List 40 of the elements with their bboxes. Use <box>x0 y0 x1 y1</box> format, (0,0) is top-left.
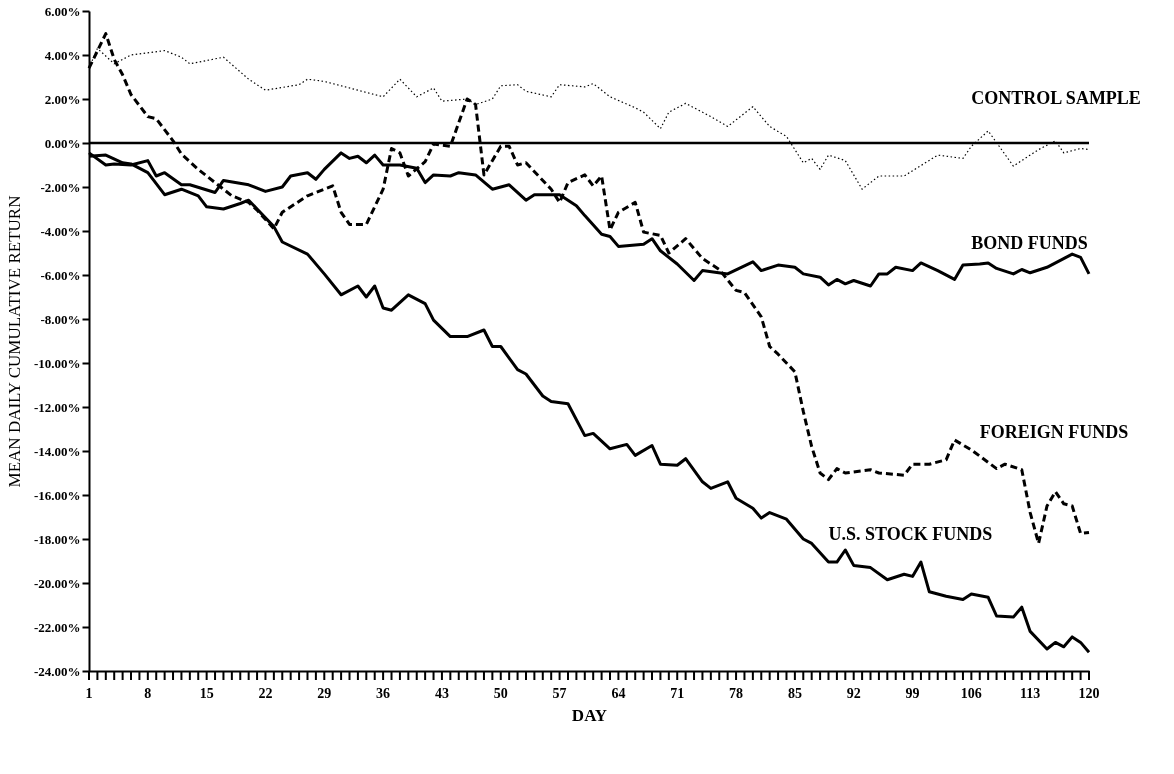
x-tick-label: 92 <box>846 686 861 701</box>
series-label: U.S. STOCK FUNDS <box>828 523 993 544</box>
x-tick-label: 85 <box>787 686 802 701</box>
x-tick-label: 22 <box>258 686 273 701</box>
y-tick-label: -12.00% <box>33 399 81 415</box>
x-tick-label: 64 <box>611 686 626 701</box>
x-tick-label: 1 <box>85 686 93 701</box>
x-tick-label: 36 <box>376 686 391 701</box>
x-tick-label: 113 <box>1020 686 1041 701</box>
y-tick-label: -10.00% <box>33 355 81 371</box>
y-tick-label: -6.00% <box>40 267 81 283</box>
x-tick-label: 50 <box>493 686 508 701</box>
x-tick-label: 99 <box>905 686 920 701</box>
y-tick-label: -16.00% <box>33 487 81 503</box>
x-tick-label: 15 <box>199 686 214 701</box>
series-label: BOND FUNDS <box>971 233 1088 254</box>
x-tick-label: 120 <box>1078 686 1100 701</box>
x-tick-label: 106 <box>960 686 982 701</box>
y-tick-label: 4.00% <box>44 47 81 63</box>
y-tick-label: -4.00% <box>40 223 81 239</box>
x-tick-label: 57 <box>552 686 567 701</box>
y-tick-label: -20.00% <box>33 575 81 591</box>
y-tick-label: -2.00% <box>40 179 81 195</box>
series-label: FOREIGN FUNDS <box>979 422 1129 443</box>
series-label: CONTROL SAMPLE <box>971 88 1141 108</box>
y-tick-label: -8.00% <box>40 311 81 327</box>
x-tick-label: 29 <box>317 686 332 701</box>
y-tick-label: -14.00% <box>33 443 81 459</box>
x-tick-label: 71 <box>670 686 685 701</box>
x-tick-label: 78 <box>729 686 744 701</box>
y-tick-label: -22.00% <box>33 619 81 635</box>
x-tick-label: 8 <box>144 686 152 701</box>
y-tick-label: -18.00% <box>33 531 81 547</box>
y-axis-title: MEAN DAILY CUMULATIVE RETURN <box>4 195 24 488</box>
y-tick-label: -24.00% <box>33 663 81 679</box>
x-axis-title: DAY <box>571 705 608 725</box>
x-tick-label: 43 <box>434 686 449 701</box>
y-tick-label: 6.00% <box>44 3 81 19</box>
y-tick-label: 0.00% <box>44 135 81 151</box>
y-tick-label: 2.00% <box>44 91 81 107</box>
